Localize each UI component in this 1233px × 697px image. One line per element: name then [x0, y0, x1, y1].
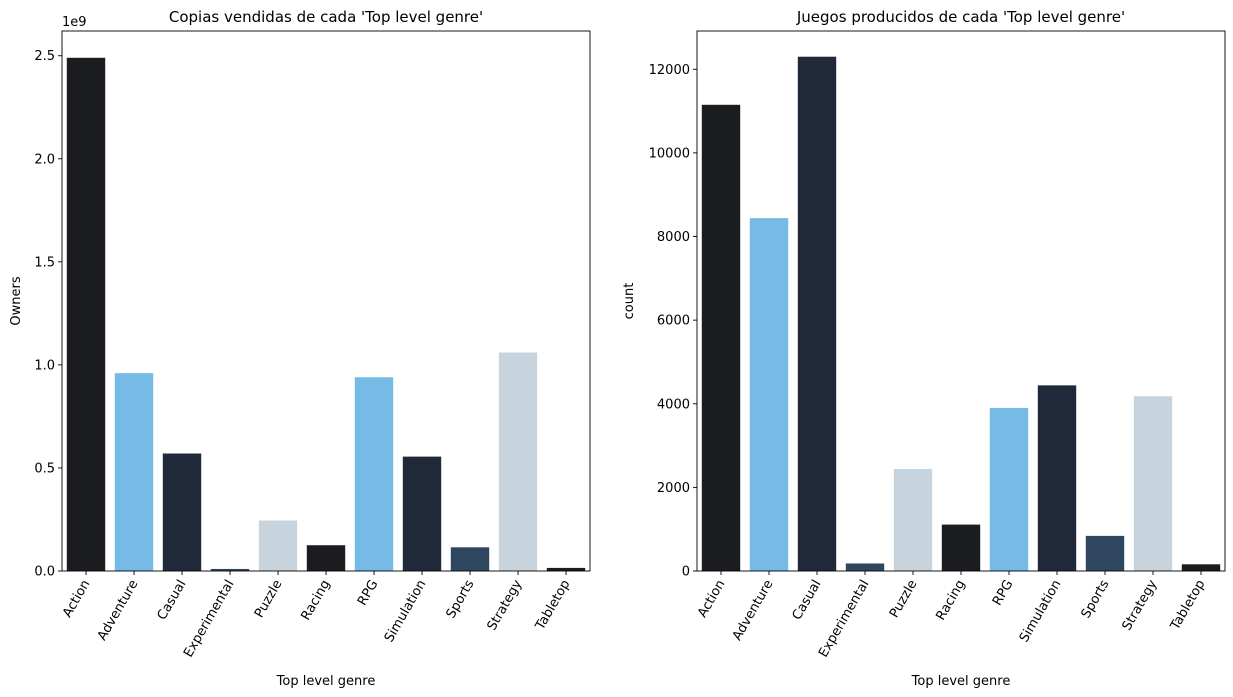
x-tick-label: Racing — [933, 578, 968, 624]
y-tick-label: 12000 — [649, 63, 690, 78]
bar-experimental — [210, 568, 250, 571]
bar-rpg — [354, 377, 394, 571]
bar-experimental — [845, 563, 885, 571]
x-tick-label: Strategy — [1120, 577, 1161, 633]
bar-sports — [450, 547, 490, 571]
bar-casual — [162, 453, 202, 571]
x-tick-label: Simulation — [382, 578, 430, 645]
y-axis-label: count — [622, 283, 637, 320]
bar-puzzle — [893, 468, 933, 571]
bar-puzzle — [258, 520, 298, 571]
bar-simulation — [402, 456, 442, 571]
y-tick-label: 1.0 — [34, 358, 55, 373]
bar-adventure — [114, 373, 154, 571]
bar-tabletop — [546, 567, 586, 571]
x-tick-label: Puzzle — [252, 578, 286, 621]
y-tick-label: 0.5 — [34, 461, 55, 476]
x-tick-label: Action — [60, 578, 93, 621]
x-tick-label: Casual — [790, 578, 825, 623]
x-tick-label: Casual — [155, 578, 190, 623]
x-tick-label: Tabletop — [1168, 578, 1209, 634]
bar-simulation — [1037, 385, 1077, 571]
x-axis-label: Top level genre — [911, 674, 1011, 689]
x-tick-label: Experimental — [181, 578, 237, 661]
x-tick-label: Tabletop — [533, 578, 574, 634]
x-axis-label: Top level genre — [276, 674, 376, 689]
y-tick-label: 1.5 — [34, 255, 55, 270]
bar-sports — [1085, 535, 1125, 571]
x-tick-label: Sports — [1079, 577, 1113, 621]
chart-title: Juegos producidos de cada 'Top level gen… — [796, 8, 1125, 26]
y-axis-label: Owners — [9, 276, 24, 325]
x-tick-label: Strategy — [485, 577, 526, 633]
bar-racing — [306, 545, 346, 571]
y-tick-label: 4000 — [657, 397, 690, 412]
bar-action — [701, 104, 741, 572]
x-tick-label: Sports — [444, 577, 478, 621]
y-tick-label: 6000 — [657, 314, 690, 329]
bar-strategy — [1133, 396, 1173, 571]
x-tick-label: Experimental — [816, 578, 872, 661]
x-tick-label: RPG — [355, 578, 381, 609]
chart-panel-1: Copias vendidas de cada 'Top level genre… — [9, 8, 591, 689]
x-tick-label: Action — [695, 578, 728, 621]
bar-adventure — [749, 218, 789, 572]
x-tick-label: Adventure — [730, 578, 777, 644]
y-axis-exponent: 1e9 — [62, 15, 87, 30]
chart-title: Copias vendidas de cada 'Top level genre… — [169, 8, 483, 26]
y-tick-label: 0.0 — [34, 565, 55, 580]
y-tick-label: 2.0 — [34, 152, 55, 167]
x-tick-label: RPG — [990, 578, 1016, 609]
bar-rpg — [989, 407, 1029, 571]
y-tick-label: 2.5 — [34, 49, 55, 64]
x-tick-label: Simulation — [1017, 578, 1065, 645]
y-tick-label: 0 — [682, 565, 690, 580]
y-tick-label: 8000 — [657, 230, 690, 245]
x-tick-label: Racing — [298, 578, 333, 624]
bar-casual — [797, 56, 837, 571]
bar-strategy — [498, 352, 538, 571]
x-tick-label: Adventure — [95, 578, 142, 644]
bar-racing — [941, 524, 981, 571]
bar-action — [66, 57, 106, 572]
y-tick-label: 10000 — [649, 146, 690, 161]
y-tick-label: 2000 — [657, 481, 690, 496]
x-tick-label: Puzzle — [887, 578, 921, 621]
bar-tabletop — [1181, 564, 1221, 571]
chart-panel-2: Juegos producidos de cada 'Top level gen… — [622, 8, 1226, 689]
